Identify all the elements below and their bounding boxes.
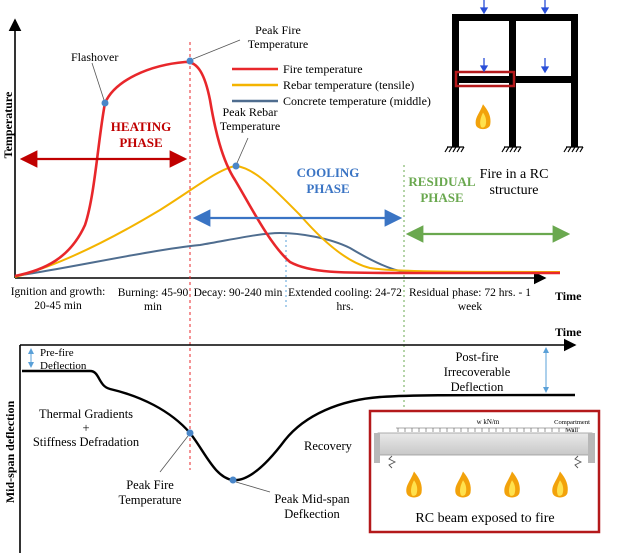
extended-label-1: Extended cooling: 24-72	[288, 287, 402, 299]
compartment-wall-left	[374, 433, 380, 463]
thermal-gradients-label-1: Thermal Gradients	[39, 407, 133, 421]
legend-label-fire: Fire temperature	[283, 62, 363, 76]
legend-label-concrete: Concrete temperature (middle)	[283, 94, 431, 108]
inset-caption-1: Fire in a RC	[480, 167, 549, 182]
frame-roof-beam	[452, 14, 578, 21]
residual-phase-label-1: RESIDUAL	[408, 174, 476, 189]
postfire-label-2: Irrecoverable	[444, 365, 511, 379]
flashover-marker	[101, 99, 109, 107]
load-label: w kN/m	[477, 418, 500, 426]
peak-fire-label-2: Temperature	[248, 37, 308, 51]
heating-phase-label-1: HEATING	[111, 119, 171, 134]
beam-inset-frame	[368, 409, 601, 534]
fire-temperature-curve	[14, 60, 560, 278]
top-x-axis-label: Time	[555, 289, 582, 303]
top-y-axis-label: Temperature	[1, 91, 15, 158]
top-panel: Temperature Time Flashover Peak Fire Tem…	[1, 0, 584, 470]
peak-midspan-marker	[229, 476, 237, 484]
frame-supports	[444, 146, 584, 153]
prefire-label-1: Pre-fire	[40, 347, 74, 359]
residual-time-label-2: week	[458, 301, 483, 313]
beam-inset-caption: RC beam exposed to fire	[415, 511, 554, 526]
peak-rebar-label-1: Peak Rebar	[223, 105, 278, 119]
compartment-wall-right	[588, 433, 595, 463]
burning-label-2: min	[144, 301, 162, 313]
peak-fire-deflection-pointer	[159, 435, 189, 473]
peak-fire-label-1: Peak Fire	[255, 23, 301, 37]
bottom-panel: Time Mid-span deflection Pre-fire Deflec…	[3, 325, 601, 553]
cooling-phase-label-2: PHASE	[306, 181, 349, 196]
ignition-label-2: 20-45 min	[34, 300, 82, 312]
peak-fire-deflection-marker	[186, 429, 194, 437]
rebar-temperature-curve	[14, 164, 561, 278]
flashover-pointer	[91, 62, 105, 101]
flashover-label: Flashover	[71, 50, 118, 64]
deflection-curve	[22, 369, 576, 482]
distributed-load-ticks	[397, 428, 574, 432]
wall-label-2: Wall	[566, 427, 578, 434]
wall-label-1: Compartment	[554, 419, 590, 426]
postfire-label-1: Post-fire	[455, 350, 499, 364]
decay-label: Decay: 90-240 min	[194, 287, 283, 299]
residual-time-label-1: Residual phase: 72 hrs. - 1	[409, 287, 531, 299]
thermal-gradients-label-3: Stiffness Defradation	[33, 435, 140, 449]
peak-midspan-label-1: Peak Mid-span	[274, 492, 350, 506]
residual-phase-label-2: PHASE	[420, 190, 463, 205]
peak-fire-marker	[186, 57, 194, 65]
postfire-label-3: Deflection	[451, 380, 505, 394]
prefire-label-2: Deflection	[40, 360, 87, 372]
thermal-gradients-label-2: +	[82, 421, 89, 435]
peak-midspan-label-2: Defkection	[284, 507, 340, 521]
rc-beam-inset: w kN/m Compartment Wall RC beam exposed …	[368, 409, 601, 534]
recovery-label: Recovery	[304, 439, 353, 453]
legend: Fire temperature Rebar temperature (tens…	[232, 62, 431, 108]
ignition-label-1: Ignition and growth:	[11, 286, 106, 298]
heating-phase-label-2: PHASE	[119, 135, 162, 150]
inset-fire-icon	[475, 104, 491, 130]
bottom-peak-fire-label-2: Temperature	[119, 493, 182, 507]
cooling-phase-label-1: COOLING	[297, 165, 360, 180]
bottom-x-axis-label: Time	[555, 325, 582, 339]
concrete-temperature-curve	[14, 231, 561, 277]
support-spring-right	[574, 455, 583, 469]
extended-label-2: hrs.	[337, 301, 354, 313]
rc-beam	[377, 432, 593, 456]
peak-rebar-marker	[232, 162, 240, 170]
support-spring-left	[388, 455, 397, 469]
legend-label-rebar: Rebar temperature (tensile)	[283, 78, 414, 92]
rc-frame-inset: Fire in a RC structure	[444, 0, 584, 198]
peak-rebar-pointer	[236, 137, 249, 164]
bottom-peak-fire-label-1: Peak Fire	[126, 478, 174, 492]
load-arrows	[479, 0, 550, 74]
burning-label-1: Burning: 45-90	[118, 287, 189, 299]
peak-fire-pointer	[192, 39, 241, 60]
bottom-y-axis-label: Mid-span deflection	[3, 401, 17, 504]
inset-caption-2: structure	[490, 183, 539, 198]
phase-time-labels: Ignition and growth: 20-45 min Burning: …	[11, 286, 532, 313]
peak-rebar-label-2: Temperature	[220, 119, 280, 133]
peak-midspan-pointer	[235, 481, 271, 493]
fire-beam-highlight	[454, 70, 516, 88]
